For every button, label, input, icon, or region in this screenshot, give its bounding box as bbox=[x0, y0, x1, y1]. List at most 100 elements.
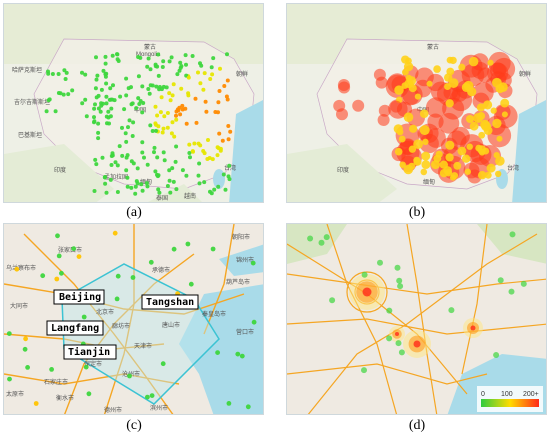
station-dot bbox=[134, 106, 139, 111]
map-panel-a[interactable]: 蒙古 Mongolia 中国 哈萨克斯坦 吉尔吉斯斯坦 巴基斯坦 印度 孟加拉国… bbox=[3, 3, 264, 203]
station-dot bbox=[169, 131, 174, 136]
station-dot bbox=[154, 84, 159, 89]
caption-d: (d) bbox=[408, 418, 426, 433]
station-dot bbox=[94, 77, 99, 82]
station-dot bbox=[93, 102, 97, 107]
station-dot bbox=[227, 163, 232, 168]
station-dot bbox=[174, 117, 179, 122]
station-dot bbox=[228, 129, 233, 134]
heat-core bbox=[477, 111, 486, 121]
label-india: 印度 bbox=[54, 166, 66, 174]
station-dot bbox=[104, 190, 109, 195]
heat-core bbox=[394, 85, 404, 95]
station-dot bbox=[171, 82, 176, 87]
station-dot bbox=[83, 72, 88, 77]
station-dot bbox=[225, 78, 230, 83]
heat-core bbox=[446, 67, 455, 76]
station-dot bbox=[202, 71, 207, 76]
heat-core bbox=[413, 157, 422, 166]
station-dot bbox=[178, 112, 183, 117]
label-mongolia-en: Mongolia bbox=[136, 52, 161, 58]
map-panel-b[interactable]: 蒙古 中国 印度 缅甸 台湾 朝鲜 bbox=[286, 3, 547, 203]
station-dot bbox=[115, 52, 120, 57]
station-dot bbox=[217, 131, 222, 136]
heat-core bbox=[464, 168, 471, 175]
station-dot bbox=[187, 142, 192, 147]
station-dot bbox=[165, 111, 170, 115]
station-dot bbox=[93, 86, 98, 91]
station-dot bbox=[145, 162, 150, 167]
station-dot bbox=[136, 96, 141, 101]
station-dot bbox=[120, 153, 125, 158]
city-label: 朝阳市 bbox=[232, 233, 250, 241]
station-dot bbox=[56, 253, 62, 259]
station-dot bbox=[164, 85, 169, 90]
heat-core bbox=[445, 153, 454, 162]
map-panel-d[interactable]: 0 100 200+ bbox=[286, 223, 547, 415]
station-dot bbox=[197, 181, 202, 186]
station-dot bbox=[124, 139, 129, 144]
station-dot bbox=[329, 297, 336, 304]
heat-core bbox=[445, 140, 455, 150]
heat-core bbox=[465, 114, 475, 124]
station-dot bbox=[83, 364, 89, 370]
station-dot bbox=[106, 109, 111, 114]
station-dot bbox=[62, 68, 67, 73]
city-label: 葫芦岛市 bbox=[226, 278, 250, 286]
heat-blob bbox=[427, 113, 444, 130]
station-dot bbox=[44, 109, 49, 114]
heat-core bbox=[421, 151, 431, 161]
station-dot bbox=[117, 144, 122, 149]
station-dot bbox=[126, 125, 130, 130]
city-label: 太原市 bbox=[6, 390, 24, 398]
station-dot bbox=[6, 331, 12, 336]
station-dot bbox=[216, 184, 221, 189]
station-dot bbox=[170, 93, 175, 98]
station-dot bbox=[159, 87, 164, 92]
heat-core bbox=[409, 124, 418, 133]
label-north-korea: 朝鲜 bbox=[519, 70, 531, 78]
station-dot bbox=[153, 121, 158, 126]
station-dot bbox=[136, 74, 141, 79]
caption-b: (b) bbox=[408, 205, 426, 220]
station-dot bbox=[165, 184, 170, 188]
station-dot bbox=[201, 87, 206, 92]
station-dot bbox=[211, 56, 216, 61]
station-dot bbox=[162, 114, 167, 119]
highways-c bbox=[4, 224, 245, 414]
station-dot bbox=[92, 106, 97, 111]
station-dot bbox=[239, 353, 245, 359]
station-dot bbox=[124, 168, 129, 173]
heat-core bbox=[398, 135, 406, 143]
station-dot bbox=[161, 59, 166, 64]
station-dot bbox=[160, 130, 165, 135]
station-dot bbox=[125, 153, 130, 158]
station-dot bbox=[118, 94, 123, 99]
heat-core bbox=[419, 125, 430, 136]
heat-core bbox=[433, 154, 442, 163]
station-dot bbox=[217, 89, 222, 93]
station-dot bbox=[196, 173, 201, 178]
heat-core bbox=[444, 169, 453, 177]
station-dot bbox=[156, 187, 161, 192]
city-label: 石家庄市 bbox=[44, 378, 68, 386]
station-dot bbox=[196, 70, 200, 75]
station-dot bbox=[167, 59, 172, 64]
station-dot bbox=[203, 99, 208, 104]
heat-core bbox=[496, 135, 503, 142]
station-dot bbox=[133, 191, 138, 196]
station-dot bbox=[221, 172, 226, 177]
station-dot bbox=[96, 136, 101, 141]
station-dot bbox=[102, 175, 107, 180]
station-dot bbox=[218, 148, 223, 153]
heat-blob bbox=[377, 114, 390, 126]
map-panel-c[interactable]: 乌兰察布市 张家口市 承德市 朝阳市 锦州市 葫芦岛市 大同市 北京市 廊坊市 … bbox=[3, 223, 264, 415]
heat-core bbox=[402, 68, 409, 76]
station-dot bbox=[84, 114, 89, 119]
station-dot bbox=[192, 141, 197, 146]
station-dots-a bbox=[44, 52, 233, 196]
station-dot bbox=[184, 173, 189, 178]
station-dot bbox=[216, 100, 221, 105]
station-dot bbox=[188, 155, 192, 160]
station-dot bbox=[186, 93, 191, 98]
